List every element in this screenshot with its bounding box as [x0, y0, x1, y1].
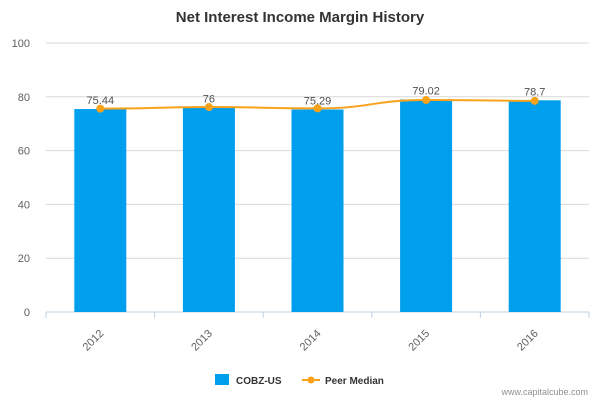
x-axis: 2012 2013 2014 2015 2016	[45, 311, 590, 354]
legend-item-bar[interactable]: COBZ-US	[215, 374, 282, 387]
bar[interactable]	[508, 100, 561, 312]
data-label: 76	[203, 94, 215, 106]
credit-text[interactable]: www.capitalcube.com	[500, 387, 588, 397]
line-marker[interactable]	[204, 103, 213, 112]
y-tick-label: 0	[24, 307, 30, 319]
chart-title: Net Interest Income Margin History	[176, 9, 425, 26]
line-marker[interactable]	[313, 104, 322, 113]
legend-item-line[interactable]: Peer Median	[302, 376, 384, 387]
legend-line-label: Peer Median	[325, 376, 384, 387]
y-tick-label: 80	[18, 92, 30, 104]
data-label: 78.7	[524, 86, 545, 98]
bar[interactable]	[400, 99, 453, 312]
legend-line-marker	[307, 376, 315, 384]
line-marker[interactable]	[96, 104, 105, 113]
data-label: 79.02	[412, 85, 440, 97]
legend[interactable]: COBZ-US Peer Median	[215, 374, 384, 387]
line-marker[interactable]	[422, 96, 431, 105]
line-marker[interactable]	[530, 96, 539, 105]
data-label: 75.44	[87, 95, 115, 107]
x-tick-label: 2015	[406, 328, 432, 354]
legend-bar-label: COBZ-US	[236, 376, 282, 387]
bar[interactable]	[182, 107, 235, 312]
x-tick-label: 2013	[189, 328, 215, 354]
x-tick-label: 2016	[515, 328, 541, 354]
y-tick-label: 20	[18, 253, 30, 265]
y-tick-label: 100	[12, 38, 30, 50]
x-tick-label: 2012	[81, 328, 107, 354]
bar-series	[74, 99, 561, 312]
bar[interactable]	[291, 109, 344, 312]
y-axis: 0 20 40 60 80 100	[12, 38, 30, 319]
data-labels: 75.44 76 75.29 79.02 78.7	[87, 85, 546, 107]
data-label: 75.29	[304, 95, 332, 107]
bar[interactable]	[74, 109, 127, 312]
y-tick-label: 60	[18, 146, 30, 158]
x-tick-label: 2014	[298, 328, 324, 354]
line-series	[96, 96, 539, 113]
legend-bar-swatch	[215, 374, 229, 385]
y-tick-label: 40	[18, 199, 30, 211]
